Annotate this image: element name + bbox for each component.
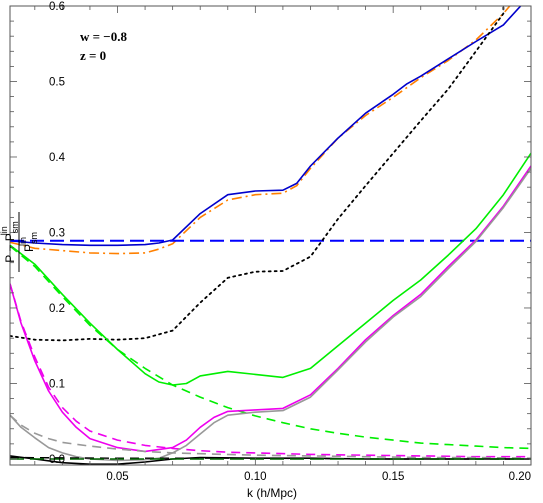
y-label-num-sub: sm xyxy=(10,221,20,233)
svg-text:P − Psmlin: P − Psmlin xyxy=(0,221,20,262)
series-layer xyxy=(10,6,531,465)
series-line-6 xyxy=(10,165,531,453)
series-line-7 xyxy=(10,283,531,458)
y-tick-label: 0.4 xyxy=(49,152,66,164)
series-line-8 xyxy=(10,167,531,462)
series-line-3 xyxy=(10,6,505,342)
series-line-0 xyxy=(10,6,511,255)
x-tick-label: 0.10 xyxy=(244,471,266,483)
series-line-9 xyxy=(10,414,531,459)
y-label-num-main: P − P xyxy=(3,233,17,262)
annotation-z: z = 0 xyxy=(80,48,106,63)
plot-frame xyxy=(9,5,532,466)
x-tick-label: 0.15 xyxy=(382,471,404,483)
axes xyxy=(9,5,532,466)
y-tick-label: 0.6 xyxy=(49,1,65,13)
y-label-den-sub: sm xyxy=(29,232,39,244)
annotation-w: w = −0.8 xyxy=(80,29,127,44)
x-tick-label: 0.20 xyxy=(509,471,531,483)
y-label-den-sup: lin xyxy=(18,237,28,246)
y-tick-label: 0.1 xyxy=(49,378,65,390)
series-line-1 xyxy=(10,6,522,247)
series-line-4 xyxy=(10,152,531,386)
x-axis-label: k (h/Mpc) xyxy=(247,486,297,500)
y-tick-label: 0.3 xyxy=(49,227,65,239)
y-label-den-main: P xyxy=(22,244,36,252)
tick-labels: 0.05 0.10 0.15 0.20 0.0 0.1 0.2 0.3 0.4 0.5 0.6 xyxy=(49,1,531,483)
series-line-5 xyxy=(10,245,531,450)
y-tick-label: 0.5 xyxy=(49,76,65,88)
svg-text:Psmlin: Psmlin xyxy=(18,232,39,252)
y-tick-label: 0.2 xyxy=(49,303,65,315)
x-tick-label: 0.05 xyxy=(106,471,128,483)
y-axis-label: P − Psmlin Psmlin xyxy=(0,212,39,272)
y-label-num-sup: lin xyxy=(0,226,9,235)
y-tick-label: 0.0 xyxy=(49,454,65,466)
